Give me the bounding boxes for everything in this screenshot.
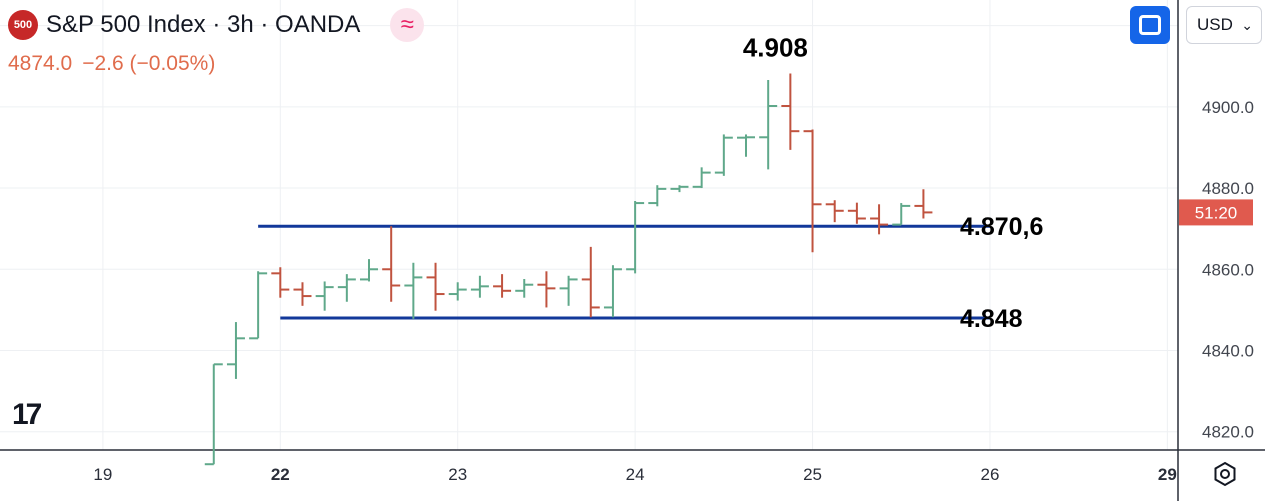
ohlc-bar — [670, 185, 689, 193]
peak-annotation: 4.908 — [743, 33, 808, 63]
ohlc-bar — [781, 73, 800, 150]
ohlc-bar — [626, 201, 645, 274]
fullscreen-icon — [1139, 15, 1161, 35]
ohlc-bar — [870, 204, 889, 235]
currency-label: USD — [1197, 15, 1233, 34]
ohlc-bar — [892, 203, 911, 226]
current-price-badge — [1179, 199, 1253, 226]
level-label: 4.870,6 — [960, 213, 1043, 241]
price-tick-label: 4900.0 — [1202, 98, 1254, 117]
ohlc-bar — [404, 262, 423, 319]
indicator-wave-icon[interactable]: ≈ — [390, 8, 425, 42]
ohlc-bar — [293, 282, 312, 306]
time-tick-label: 23 — [448, 465, 467, 484]
price-tick-label: 4880.0 — [1202, 179, 1254, 198]
chart-header: 500 S&P 500 Index · 3h · OANDA ≈ — [8, 8, 425, 42]
ohlc-bar — [759, 80, 778, 170]
ohlc-bar — [515, 279, 534, 298]
level-label: 4.848 — [960, 305, 1023, 333]
ohlc-bar — [493, 274, 512, 298]
time-tick-label: 19 — [93, 465, 112, 484]
countdown-label: 51:20 — [1195, 203, 1238, 222]
price-tick-label: 4840.0 — [1202, 341, 1254, 360]
time-tick-label: 22 — [271, 465, 290, 484]
ohlc-bar — [714, 134, 733, 176]
ohlc-bar — [581, 246, 600, 318]
ohlc-bar — [249, 271, 268, 340]
ohlc-bar — [825, 200, 844, 223]
ohlc-bar — [692, 167, 711, 189]
ohlc-bar — [204, 363, 223, 466]
time-tick-label: 29 — [1158, 465, 1177, 484]
ohlc-bar — [914, 189, 933, 219]
ohlc-bar — [315, 281, 334, 311]
fullscreen-button[interactable] — [1130, 6, 1170, 44]
quote-line: 4874.0 −2.6 (−0.05%) — [8, 52, 215, 76]
symbol-title[interactable]: S&P 500 Index · 3h · OANDA — [46, 11, 361, 38]
ohlc-bar — [382, 226, 401, 302]
time-tick-label: 26 — [980, 465, 999, 484]
ohlc-bar — [337, 274, 356, 302]
ohlc-bar — [360, 259, 379, 282]
price-tick-label: 4820.0 — [1202, 423, 1254, 442]
ohlc-bar — [448, 282, 467, 301]
ohlc-bar — [559, 275, 578, 306]
ohlc-bar — [603, 265, 622, 318]
time-tick-label: 24 — [626, 465, 645, 484]
ohlc-bar — [847, 202, 866, 224]
ohlc-bar — [226, 322, 245, 379]
tradingview-logo[interactable]: 17 — [12, 398, 42, 431]
symbol-logo: 500 — [8, 10, 38, 40]
last-price: 4874.0 — [8, 52, 73, 75]
ohlc-bar — [803, 129, 822, 253]
currency-select[interactable]: USD ⌄ — [1186, 6, 1262, 44]
ohlc-bar — [426, 262, 445, 311]
ohlc-bar — [737, 134, 756, 157]
time-tick-label: 25 — [803, 465, 822, 484]
chevron-down-icon: ⌄ — [1241, 16, 1253, 33]
price-tick-label: 4860.0 — [1202, 260, 1254, 279]
settings-icon[interactable] — [1211, 460, 1239, 488]
ohlc-bar — [271, 267, 290, 298]
ohlc-bar — [470, 275, 489, 298]
ohlc-bar — [648, 185, 667, 207]
price-change: −2.6 (−0.05%) — [82, 52, 216, 75]
ohlc-bar — [537, 271, 556, 308]
